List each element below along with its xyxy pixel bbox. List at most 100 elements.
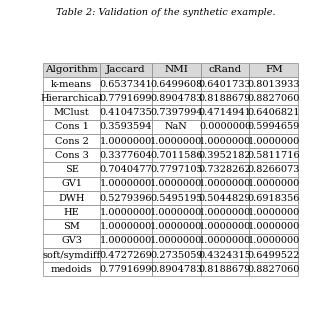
- Text: 0.4324315: 0.4324315: [199, 251, 251, 260]
- Bar: [100, 219, 152, 234]
- Text: Jaccard: Jaccard: [106, 65, 146, 74]
- Text: 0.7011586: 0.7011586: [150, 151, 203, 160]
- Bar: [43, 120, 100, 134]
- Bar: [152, 191, 201, 205]
- Text: 0.3593594: 0.3593594: [100, 122, 152, 131]
- Bar: [43, 105, 100, 120]
- Bar: [100, 163, 152, 177]
- Text: 0.4104735: 0.4104735: [100, 108, 152, 117]
- Bar: [201, 63, 249, 77]
- Bar: [43, 77, 100, 91]
- Text: 1.0000000: 1.0000000: [100, 179, 152, 188]
- Text: 0.7397994: 0.7397994: [150, 108, 203, 117]
- Text: 1.0000000: 1.0000000: [150, 137, 202, 146]
- Text: NaN: NaN: [165, 122, 188, 131]
- Bar: [201, 177, 249, 191]
- Text: 0.6406821: 0.6406821: [248, 108, 300, 117]
- Text: 0.0000000: 0.0000000: [199, 122, 251, 131]
- Bar: [100, 262, 152, 276]
- Text: 0.6401733: 0.6401733: [199, 80, 251, 89]
- Bar: [152, 120, 201, 134]
- Bar: [100, 77, 152, 91]
- Text: GV3: GV3: [61, 236, 82, 245]
- Bar: [43, 234, 100, 248]
- Bar: [43, 134, 100, 148]
- Bar: [100, 63, 152, 77]
- Bar: [152, 91, 201, 105]
- Text: 0.7040477: 0.7040477: [100, 165, 152, 174]
- Bar: [100, 134, 152, 148]
- Text: 1.0000000: 1.0000000: [248, 236, 300, 245]
- Text: 0.7791699: 0.7791699: [100, 94, 152, 103]
- Bar: [43, 177, 100, 191]
- Bar: [249, 63, 298, 77]
- Text: 1.0000000: 1.0000000: [100, 208, 152, 217]
- Text: 1.0000000: 1.0000000: [248, 222, 300, 231]
- Bar: [201, 105, 249, 120]
- Text: SE: SE: [65, 165, 78, 174]
- Text: 0.5811716: 0.5811716: [248, 151, 300, 160]
- Text: 0.2735059: 0.2735059: [150, 251, 203, 260]
- Bar: [43, 248, 100, 262]
- Bar: [43, 63, 100, 77]
- Text: k-means: k-means: [51, 80, 92, 89]
- Text: 0.6537341: 0.6537341: [100, 80, 152, 89]
- Text: 0.8904783: 0.8904783: [150, 265, 203, 274]
- Text: 1.0000000: 1.0000000: [248, 137, 300, 146]
- Bar: [43, 163, 100, 177]
- Text: MClust: MClust: [54, 108, 89, 117]
- Text: 0.8904783: 0.8904783: [150, 94, 203, 103]
- Text: 0.8188679: 0.8188679: [199, 265, 251, 274]
- Text: 0.7328262: 0.7328262: [199, 165, 251, 174]
- Text: NMI: NMI: [164, 65, 188, 74]
- Text: 0.8188679: 0.8188679: [199, 94, 251, 103]
- Bar: [201, 234, 249, 248]
- Text: 1.0000000: 1.0000000: [248, 179, 300, 188]
- Text: HE: HE: [64, 208, 79, 217]
- Text: 1.0000000: 1.0000000: [150, 179, 202, 188]
- Bar: [100, 105, 152, 120]
- Bar: [100, 248, 152, 262]
- Bar: [201, 219, 249, 234]
- Text: 0.5994659: 0.5994659: [248, 122, 300, 131]
- Bar: [249, 234, 298, 248]
- Text: 0.4714941: 0.4714941: [199, 108, 251, 117]
- Text: GV1: GV1: [61, 179, 82, 188]
- Text: 1.0000000: 1.0000000: [199, 222, 251, 231]
- Bar: [152, 105, 201, 120]
- Bar: [249, 105, 298, 120]
- Bar: [152, 63, 201, 77]
- Text: 0.3377604: 0.3377604: [100, 151, 152, 160]
- Bar: [152, 77, 201, 91]
- Bar: [249, 134, 298, 148]
- Text: 1.0000000: 1.0000000: [199, 208, 251, 217]
- Text: Cons 3: Cons 3: [55, 151, 89, 160]
- Bar: [201, 120, 249, 134]
- Text: FM: FM: [265, 65, 283, 74]
- Bar: [152, 205, 201, 219]
- Bar: [201, 191, 249, 205]
- Text: SM: SM: [63, 222, 80, 231]
- Bar: [100, 205, 152, 219]
- Bar: [201, 91, 249, 105]
- Bar: [249, 248, 298, 262]
- Bar: [152, 163, 201, 177]
- Bar: [100, 191, 152, 205]
- Text: 1.0000000: 1.0000000: [100, 222, 152, 231]
- Text: 1.0000000: 1.0000000: [248, 208, 300, 217]
- Bar: [100, 177, 152, 191]
- Bar: [201, 205, 249, 219]
- Bar: [43, 219, 100, 234]
- Bar: [249, 219, 298, 234]
- Bar: [100, 91, 152, 105]
- Bar: [100, 148, 152, 163]
- Text: 0.7791699: 0.7791699: [100, 265, 152, 274]
- Text: 1.0000000: 1.0000000: [199, 179, 251, 188]
- Text: 1.0000000: 1.0000000: [150, 236, 202, 245]
- Text: 1.0000000: 1.0000000: [150, 208, 202, 217]
- Text: Algorithm: Algorithm: [45, 65, 98, 74]
- Text: medoids: medoids: [51, 265, 92, 274]
- Bar: [249, 205, 298, 219]
- Text: Hierarchical: Hierarchical: [41, 94, 103, 103]
- Bar: [201, 262, 249, 276]
